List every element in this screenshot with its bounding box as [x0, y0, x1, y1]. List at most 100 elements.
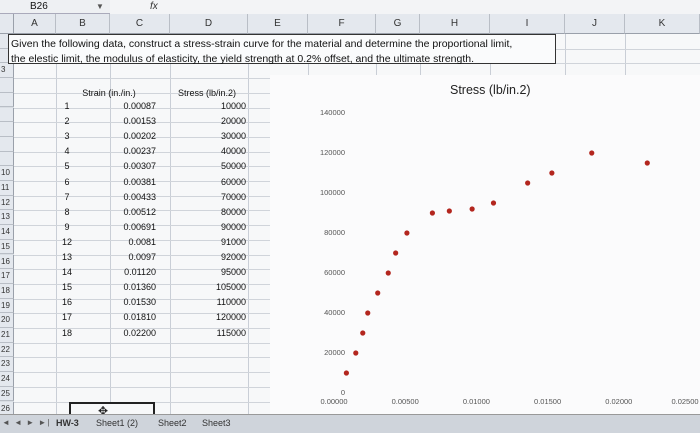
data-point[interactable] — [353, 350, 359, 356]
table-cell-n[interactable]: 4 — [64, 146, 70, 157]
row-header[interactable] — [0, 92, 14, 108]
header-strain[interactable]: Strain (in./in.) — [82, 88, 136, 98]
data-point[interactable] — [365, 310, 371, 316]
table-cell-n[interactable]: 7 — [64, 191, 70, 202]
table-cell-stress[interactable]: 80000 — [220, 206, 246, 217]
table-cell-strain[interactable]: 0.0081 — [128, 236, 156, 247]
data-point[interactable] — [490, 200, 497, 206]
column-header-k[interactable]: K — [625, 14, 700, 34]
table-cell-n[interactable]: 1 — [64, 101, 70, 111]
row-header[interactable] — [0, 107, 14, 123]
data-point[interactable] — [549, 170, 555, 176]
column-header-f[interactable]: F — [308, 14, 376, 34]
table-cell-n[interactable]: 2 — [64, 116, 70, 127]
table-cell-stress[interactable]: 60000 — [220, 176, 246, 187]
row-header[interactable]: 13 — [0, 210, 14, 226]
table-cell-n[interactable]: 5 — [64, 161, 70, 172]
row-header[interactable]: 16 — [0, 254, 14, 270]
row-header[interactable]: 11 — [0, 181, 14, 196]
table-cell-strain[interactable]: 0.00087 — [123, 101, 156, 111]
formula-bar[interactable]: fx — [110, 0, 700, 15]
problem-statement[interactable]: Given the following data, construct a st… — [8, 34, 556, 65]
data-point[interactable] — [644, 160, 650, 166]
data-point[interactable] — [375, 290, 381, 296]
data-point[interactable] — [469, 206, 475, 212]
chevron-down-icon[interactable]: ▼ — [96, 2, 104, 11]
table-cell-strain[interactable]: 0.00307 — [123, 161, 156, 172]
table-cell-strain[interactable]: 0.0097 — [128, 252, 156, 262]
column-header-h[interactable]: H — [420, 14, 490, 34]
row-header[interactable]: 24 — [0, 372, 14, 387]
table-cell-stress[interactable]: 92000 — [220, 252, 246, 262]
table-cell-stress[interactable]: 120000 — [215, 312, 246, 323]
table-cell-strain[interactable]: 0.00153 — [123, 116, 156, 127]
tab-hw-3[interactable]: HW-3 — [56, 418, 79, 428]
data-point[interactable] — [589, 150, 595, 156]
column-header-b[interactable]: B — [56, 14, 110, 34]
tab-sheet1-2[interactable]: Sheet1 (2) — [96, 418, 139, 428]
table-cell-stress[interactable]: 40000 — [220, 146, 246, 157]
data-point[interactable] — [385, 270, 391, 276]
row-header[interactable]: 12 — [0, 195, 14, 211]
table-cell-strain[interactable]: 0.00381 — [123, 176, 156, 187]
table-cell-stress[interactable]: 10000 — [220, 101, 246, 111]
table-cell-strain[interactable]: 0.01810 — [123, 312, 156, 323]
name-box[interactable]: B26 — [0, 0, 110, 14]
table-cell-stress[interactable]: 91000 — [220, 236, 246, 247]
row-header[interactable] — [0, 151, 14, 167]
table-cell-stress[interactable]: 90000 — [220, 221, 246, 232]
table-cell-strain[interactable]: 0.00433 — [123, 191, 156, 202]
table-cell-stress[interactable]: 95000 — [220, 267, 246, 278]
row-header[interactable]: 19 — [0, 298, 14, 314]
column-header-d[interactable]: D — [170, 14, 248, 34]
table-cell-n[interactable]: 16 — [61, 297, 72, 308]
stress-strain-chart[interactable]: Stress (lb/in.2) 0 20000 40000 60000 80000 10… — [270, 75, 700, 415]
table-cell-strain[interactable]: 0.01530 — [123, 297, 156, 308]
table-cell-strain[interactable]: 0.00691 — [123, 221, 156, 232]
column-header-g[interactable]: G — [376, 14, 420, 34]
row-header[interactable]: 23 — [0, 357, 14, 373]
table-cell-strain[interactable]: 0.00237 — [123, 146, 156, 157]
table-cell-stress[interactable]: 115000 — [216, 327, 246, 338]
data-point[interactable] — [404, 230, 410, 236]
column-header-a[interactable]: A — [14, 14, 56, 34]
row-header[interactable] — [0, 78, 14, 93]
select-all-corner[interactable] — [0, 14, 14, 34]
table-cell-n[interactable]: 14 — [61, 267, 72, 278]
row-header[interactable]: 25 — [0, 386, 14, 402]
row-header[interactable]: 18 — [0, 283, 14, 299]
tab-sheet3[interactable]: Sheet3 — [202, 418, 231, 428]
table-cell-stress[interactable]: 110000 — [216, 297, 246, 308]
data-point[interactable] — [393, 250, 399, 256]
table-cell-n[interactable]: 15 — [61, 282, 72, 293]
data-point[interactable] — [446, 208, 452, 214]
row-header[interactable]: 3 — [0, 63, 14, 79]
header-stress[interactable]: Stress (lb/in.2) — [177, 88, 237, 98]
row-header[interactable] — [0, 136, 14, 152]
table-cell-stress[interactable]: 70000 — [220, 191, 246, 202]
row-header[interactable]: 17 — [0, 269, 14, 284]
row-header[interactable]: 21 — [0, 328, 14, 343]
table-cell-strain[interactable]: 0.01360 — [123, 282, 156, 293]
table-cell-n[interactable]: 6 — [64, 176, 70, 187]
table-cell-strain[interactable]: 0.02200 — [123, 327, 156, 338]
data-point[interactable] — [429, 210, 435, 216]
table-cell-strain[interactable]: 0.00512 — [123, 206, 156, 217]
column-header-i[interactable]: I — [490, 14, 565, 34]
table-cell-stress[interactable]: 30000 — [220, 131, 246, 142]
row-header[interactable]: 22 — [0, 342, 14, 358]
table-cell-n[interactable]: 12 — [61, 236, 72, 247]
row-header[interactable] — [0, 122, 14, 137]
table-cell-stress[interactable]: 50000 — [220, 161, 246, 172]
tab-sheet2[interactable]: Sheet2 — [158, 418, 187, 428]
table-cell-n[interactable]: 3 — [64, 131, 70, 142]
data-point[interactable] — [360, 330, 366, 336]
table-cell-stress[interactable]: 20000 — [220, 116, 246, 127]
table-cell-n[interactable]: 9 — [64, 221, 70, 232]
row-header[interactable]: 15 — [0, 239, 14, 255]
column-header-j[interactable]: J — [565, 14, 625, 34]
sheet-nav-arrows-icon[interactable]: ◄ ◄ ► ►| — [2, 418, 51, 427]
table-cell-n[interactable]: 17 — [61, 312, 72, 323]
table-cell-strain[interactable]: 0.01120 — [124, 267, 156, 278]
table-cell-n[interactable]: 13 — [61, 252, 72, 262]
